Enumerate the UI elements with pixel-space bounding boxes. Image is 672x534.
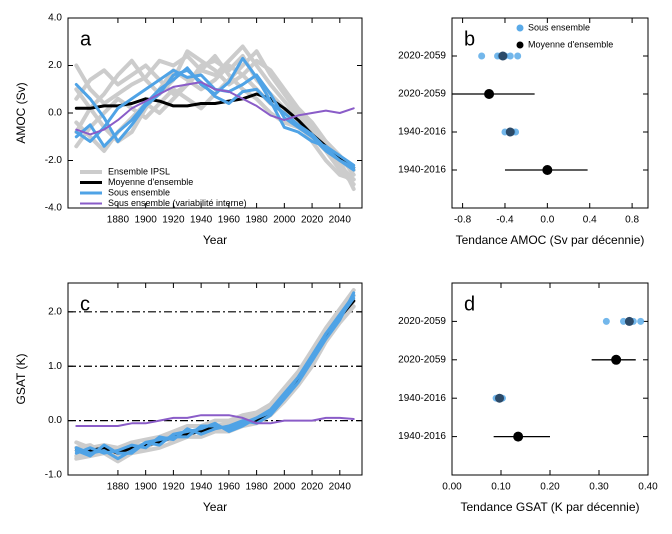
x-axis-label: Tendance AMOC (Sv par décennie) (456, 233, 645, 247)
x-tick-label: 0.20 (540, 482, 560, 493)
x-tick-label: 2020 (301, 215, 324, 226)
y-tick-label: 2020-2059 (398, 51, 446, 62)
x-tick-label: 2000 (273, 482, 296, 493)
mean-dot (542, 165, 553, 175)
x-tick-label: 0.10 (491, 482, 511, 493)
x-tick-label: -0.4 (496, 215, 514, 226)
plot-area (74, 44, 356, 191)
y-tick-label: 1940-2016 (398, 127, 446, 138)
plot-frame (451, 17, 649, 209)
panel-label: d (464, 293, 475, 315)
y-tick-label: 0.0 (48, 108, 62, 119)
legend-label: Moyenne d'ensemble (108, 177, 193, 187)
subset-mean-dot (495, 393, 505, 403)
y-axis-label: AMOC (Sv) (14, 82, 28, 143)
x-tick-label: 2020 (301, 482, 324, 493)
member-line (74, 49, 356, 177)
legend-swatch (516, 41, 524, 49)
member-line (74, 56, 356, 167)
panel-label: a (80, 28, 92, 50)
y-tick-label: -4.0 (45, 203, 63, 214)
x-tick-label: 1880 (107, 482, 130, 493)
x-tick-label: 0.00 (442, 482, 462, 493)
subset-mean-dot (498, 51, 508, 61)
y-tick-label: 1.0 (48, 361, 62, 372)
y-tick-label: 2020-2059 (398, 354, 446, 365)
legend-label: Moyenne d'ensemble (528, 39, 613, 49)
x-tick-label: 1920 (162, 482, 185, 493)
x-tick-label: -0.8 (454, 215, 472, 226)
legend-swatch (516, 24, 524, 32)
x-tick-label: 2000 (273, 215, 296, 226)
y-tick-label: -1.0 (45, 470, 63, 481)
mean-dot (611, 354, 622, 365)
y-tick-label: 2.0 (48, 306, 62, 317)
x-tick-label: 1920 (162, 215, 185, 226)
x-tick-label: 2040 (329, 215, 352, 226)
mean-dot (484, 89, 495, 99)
plot-frame (67, 282, 363, 476)
y-tick-label: 1940-2016 (398, 165, 446, 176)
member-dot (602, 317, 610, 325)
y-tick-label: 2.0 (48, 60, 62, 71)
x-tick-label: 1900 (135, 482, 158, 493)
y-tick-label: 1940-2016 (398, 393, 446, 404)
x-axis-label: Tendance GSAT (K par décennie) (461, 500, 640, 514)
plot-frame (451, 282, 649, 476)
y-axis-label: GSAT (K) (14, 354, 28, 405)
subset-mean-dot (505, 127, 515, 137)
y-tick-label: 0.0 (48, 415, 62, 426)
panel-label: b (464, 28, 475, 50)
member-dot (478, 52, 486, 60)
member-line (74, 291, 356, 455)
x-tick-label: 1980 (245, 482, 268, 493)
subset-mean-dot (624, 316, 634, 326)
x-tick-label: 0.0 (540, 215, 554, 226)
series-line (75, 81, 355, 136)
x-tick-label: 1980 (245, 215, 268, 226)
legend-label: Sous ensemble (108, 187, 170, 197)
x-tick-label: 1900 (135, 215, 158, 226)
panel-label: c (80, 293, 90, 315)
y-tick-label: 4.0 (48, 13, 62, 24)
x-tick-label: 1940 (190, 215, 213, 226)
x-tick-label: 1960 (218, 482, 241, 493)
x-tick-label: 0.4 (583, 215, 597, 226)
x-tick-label: 1940 (190, 482, 213, 493)
y-tick-label: 2020-2059 (398, 316, 446, 327)
member-line (74, 68, 356, 170)
y-tick-label: -2.0 (45, 155, 63, 166)
x-tick-label: 1960 (218, 215, 241, 226)
x-tick-label: 0.40 (638, 482, 658, 493)
x-axis-label: Year (203, 500, 227, 514)
member-line (74, 294, 356, 461)
member-dot (506, 52, 514, 60)
y-tick-label: 1940-2016 (398, 431, 446, 442)
y-tick-label: 2020-2059 (398, 89, 446, 100)
member-line (74, 296, 356, 458)
legend-label: Ensemble IPSL (108, 166, 170, 176)
legend-label: Sous ensemble (variabilité interne) (108, 198, 247, 208)
x-axis-label: Year (203, 233, 227, 247)
plot-area (68, 288, 362, 464)
mean-dot (513, 431, 524, 442)
x-tick-label: 2040 (329, 482, 352, 493)
member-line (74, 304, 356, 464)
series-line (75, 414, 355, 427)
member-dot (637, 317, 645, 325)
x-tick-label: 0.8 (625, 215, 639, 226)
x-tick-label: 0.30 (589, 482, 609, 493)
x-tick-label: 1880 (107, 215, 130, 226)
legend-label: Sous ensemble (528, 22, 590, 32)
member-dot (514, 52, 522, 60)
